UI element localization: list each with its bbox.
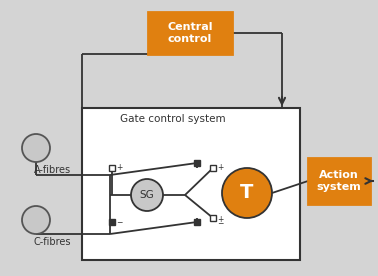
Text: +: + [116, 163, 122, 171]
Text: A-fibres: A-fibres [34, 165, 71, 175]
Text: Action
system: Action system [317, 170, 361, 192]
Text: C-fibres: C-fibres [34, 237, 71, 247]
Bar [194, 160, 200, 166]
Circle shape [22, 206, 50, 234]
Bar [148, 12, 232, 54]
Circle shape [222, 168, 272, 218]
Text: −: − [116, 219, 122, 227]
Bar [82, 108, 300, 260]
Text: −: − [217, 219, 223, 229]
Text: T: T [240, 184, 254, 203]
Text: SG: SG [139, 190, 154, 200]
Text: Central
control: Central control [167, 22, 213, 44]
Text: +: + [217, 163, 223, 171]
Text: +: + [217, 214, 223, 224]
Circle shape [131, 179, 163, 211]
Bar [210, 165, 216, 171]
Text: Gate control system: Gate control system [120, 114, 226, 124]
Bar [308, 158, 370, 204]
Circle shape [22, 134, 50, 162]
Bar [109, 165, 115, 171]
Bar [210, 215, 216, 221]
Bar [109, 219, 115, 225]
Bar [194, 219, 200, 225]
